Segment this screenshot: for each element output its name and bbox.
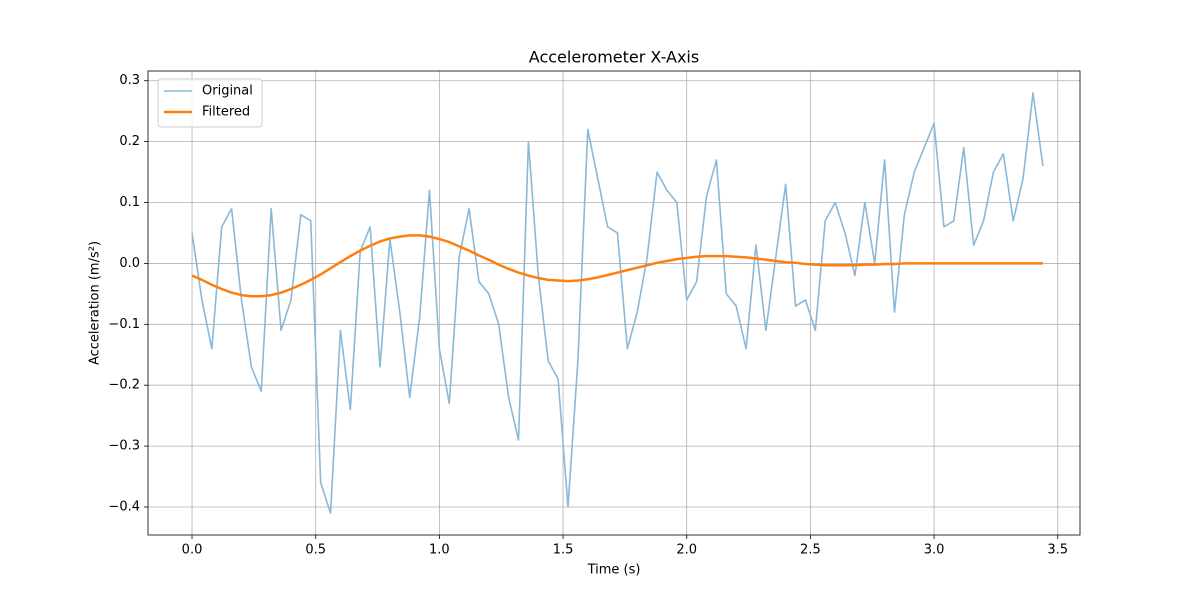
x-tick-label: 3.0 — [924, 543, 945, 558]
x-tick-label: 2.0 — [676, 543, 697, 558]
x-tick-label: 2.5 — [800, 543, 821, 558]
y-tick-label: −0.4 — [108, 499, 140, 514]
y-axis-label: Acceleration (m/s²) — [88, 241, 103, 365]
x-tick-label: 1.0 — [429, 543, 450, 558]
y-tick-label: 0.3 — [119, 73, 140, 88]
plot-frame — [147, 70, 1081, 536]
legend-label: Filtered — [202, 105, 250, 120]
data-line — [191, 234, 1043, 298]
x-tick-label: 1.5 — [553, 543, 574, 558]
chart-title: Accelerometer X-Axis — [529, 48, 699, 67]
y-tick-label: −0.1 — [108, 317, 140, 332]
y-tick-label: −0.2 — [108, 378, 140, 393]
x-tick-label: 0.0 — [182, 543, 203, 558]
x-axis-label: Time (s) — [587, 563, 641, 578]
y-tick-label: −0.3 — [108, 439, 140, 454]
x-tick-label: 3.5 — [1047, 543, 1068, 558]
legend-label: Original — [202, 84, 253, 99]
data-line — [191, 92, 1044, 514]
y-tick-label: 0.2 — [119, 134, 140, 149]
y-tick-label: 0.0 — [119, 256, 140, 271]
x-tick-label: 0.5 — [305, 543, 326, 558]
y-tick-label: 0.1 — [119, 195, 140, 210]
